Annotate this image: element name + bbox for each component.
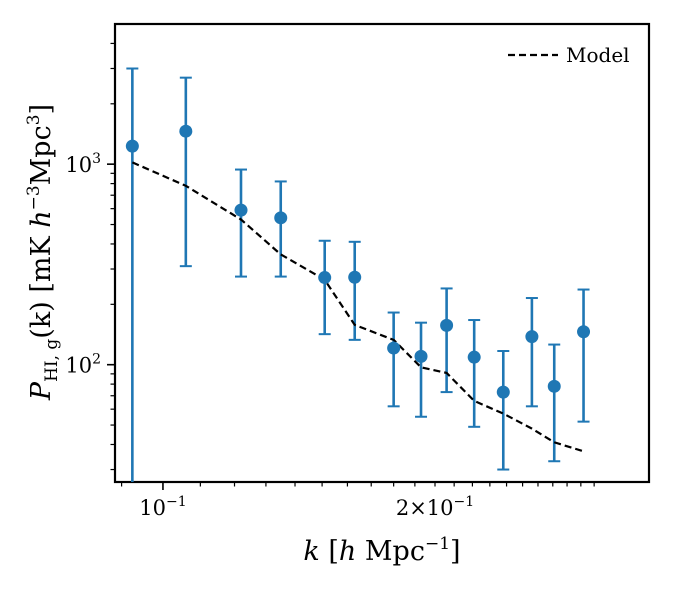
data-point xyxy=(387,341,401,355)
data-point xyxy=(440,318,454,332)
data-point xyxy=(547,379,561,393)
tick-group xyxy=(107,42,595,490)
legend-model-label: Model xyxy=(566,43,630,67)
data-point xyxy=(414,349,428,363)
data-point xyxy=(318,271,332,285)
data-point xyxy=(179,124,193,138)
model-line xyxy=(131,161,584,453)
data-point xyxy=(125,139,139,153)
y-axis-label: PHI, g(k) [mK h−3Mpc3] xyxy=(24,104,62,401)
data-point xyxy=(274,211,288,225)
y-tick-label: 103 xyxy=(65,151,101,177)
x-axis-label: k [h Mpc−1] xyxy=(303,534,460,567)
tick-label-group: 10−1 2×10−1 102 103 xyxy=(65,151,474,520)
legend: Model xyxy=(508,43,630,67)
data-point xyxy=(467,350,481,364)
data-point xyxy=(525,330,539,344)
plot-frame xyxy=(113,22,651,484)
data-point xyxy=(234,203,248,217)
data-point xyxy=(348,270,362,284)
data-point-group xyxy=(125,124,591,399)
x-tick-label: 10−1 xyxy=(139,494,186,520)
data-point xyxy=(496,385,510,399)
x-tick-label: 2×10−1 xyxy=(396,494,474,520)
data-point xyxy=(577,325,591,339)
y-tick-label: 102 xyxy=(65,352,101,378)
